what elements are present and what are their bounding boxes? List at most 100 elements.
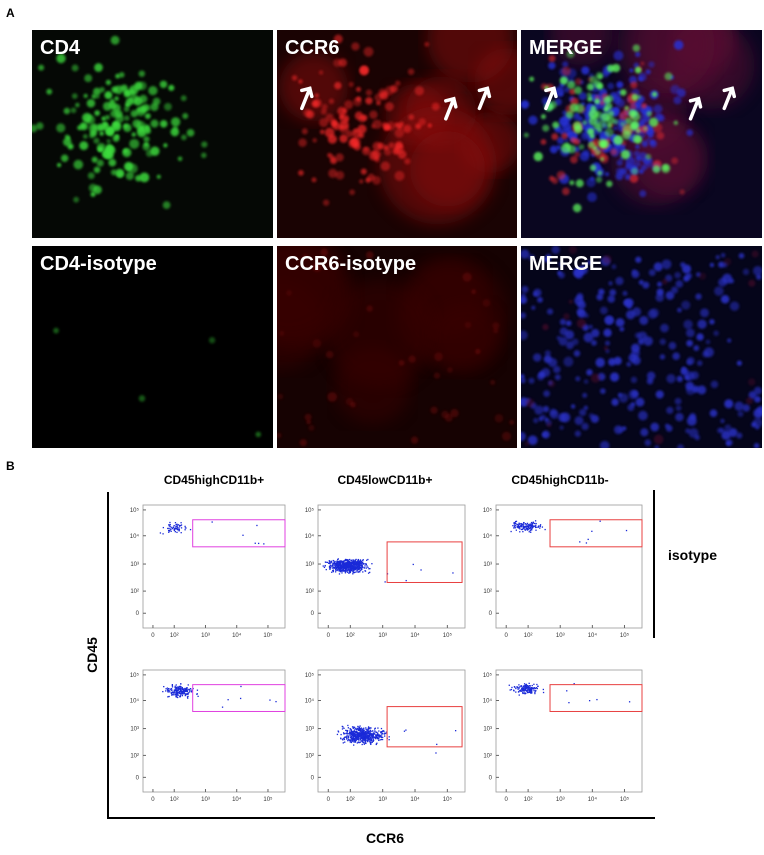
cell (586, 83, 595, 91)
event (185, 693, 187, 695)
haze (633, 120, 708, 196)
image-label: CD4-isotype (40, 253, 157, 275)
cell (90, 191, 96, 197)
y-tick-label: 10⁵ (305, 672, 315, 679)
cell (671, 157, 679, 165)
event (378, 735, 380, 737)
cell (648, 61, 655, 68)
cell (588, 141, 595, 149)
event (516, 526, 518, 528)
event (189, 528, 192, 531)
event (344, 570, 346, 573)
y-tick-label: 10³ (305, 727, 314, 733)
cell (521, 377, 526, 384)
cell (567, 144, 577, 154)
event (536, 687, 538, 690)
event (174, 522, 177, 524)
cell (600, 388, 606, 395)
event (377, 732, 379, 734)
event (342, 570, 344, 572)
event (352, 560, 354, 562)
cell (721, 430, 731, 440)
event (351, 561, 353, 563)
event (168, 688, 170, 690)
cell (696, 333, 704, 341)
event (381, 738, 384, 741)
event (189, 690, 191, 693)
event (370, 737, 373, 739)
event (343, 565, 345, 567)
cell (110, 169, 117, 176)
cell (753, 408, 762, 419)
event (165, 688, 167, 690)
cell (631, 343, 640, 353)
cell (355, 86, 362, 92)
event (338, 564, 340, 566)
event (356, 569, 358, 571)
cell (736, 360, 742, 366)
event (356, 567, 358, 569)
cell (366, 305, 373, 312)
event (526, 525, 529, 527)
cell (660, 323, 669, 333)
cell (697, 319, 707, 329)
event (525, 687, 527, 689)
cell (109, 98, 115, 104)
event (345, 729, 347, 732)
cell (384, 85, 395, 96)
cell (686, 129, 694, 136)
event (380, 738, 383, 741)
event (346, 558, 348, 561)
event (380, 731, 382, 734)
cell (644, 159, 653, 168)
cell (570, 155, 578, 164)
cell (642, 281, 650, 289)
cell (64, 134, 70, 139)
event (364, 738, 367, 741)
event (529, 524, 531, 527)
event (359, 729, 361, 732)
event (188, 688, 190, 690)
event (344, 736, 347, 738)
event (347, 567, 349, 569)
cell (675, 412, 684, 422)
event (357, 737, 359, 739)
event (514, 520, 517, 523)
cell (709, 409, 718, 417)
event (352, 735, 355, 737)
cell (333, 34, 343, 44)
event (366, 734, 369, 736)
micrograph (32, 30, 273, 238)
cell (588, 116, 598, 126)
event (350, 730, 353, 732)
x-tick-label: 10⁴ (410, 632, 420, 639)
event (352, 563, 354, 565)
event (520, 523, 523, 525)
event (535, 687, 538, 689)
event (354, 565, 356, 568)
event (178, 687, 180, 689)
cell (595, 176, 603, 183)
event (521, 690, 523, 692)
event (337, 569, 339, 571)
event (328, 560, 330, 562)
cell (170, 117, 181, 127)
event (338, 560, 341, 562)
cell (608, 281, 613, 286)
event (351, 732, 353, 735)
event (348, 739, 351, 741)
event (532, 521, 534, 524)
event (532, 525, 535, 527)
event (372, 730, 374, 732)
event (361, 743, 363, 746)
event (362, 728, 364, 730)
event (347, 569, 349, 571)
cell (635, 128, 641, 134)
event (368, 738, 370, 740)
cell (570, 97, 579, 106)
event (227, 699, 229, 701)
event (347, 724, 349, 727)
event (340, 561, 342, 563)
event (352, 562, 355, 564)
event (360, 729, 363, 731)
